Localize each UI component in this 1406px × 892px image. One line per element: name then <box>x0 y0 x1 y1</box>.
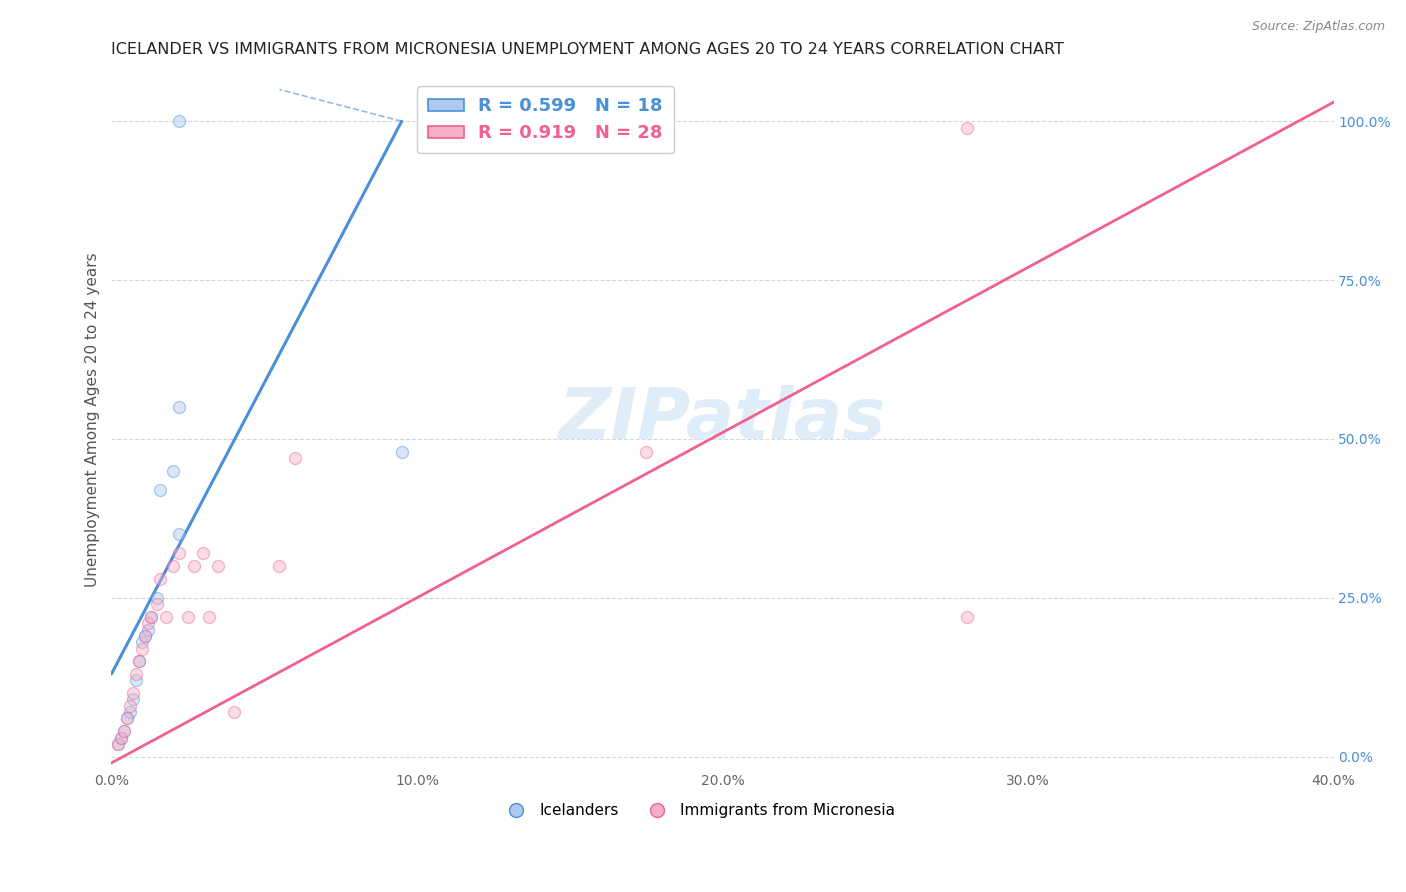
Point <box>183 559 205 574</box>
Point <box>956 610 979 624</box>
Point <box>136 623 159 637</box>
Point <box>167 114 190 128</box>
Point <box>284 450 307 465</box>
Point <box>162 464 184 478</box>
Point <box>149 572 172 586</box>
Text: ZIPatlas: ZIPatlas <box>558 385 886 454</box>
Point <box>198 610 221 624</box>
Point <box>134 629 156 643</box>
Point <box>177 610 200 624</box>
Point <box>167 400 190 414</box>
Point <box>121 686 143 700</box>
Point <box>391 444 413 458</box>
Point <box>149 483 172 497</box>
Point <box>155 610 177 624</box>
Point <box>134 629 156 643</box>
Point <box>118 705 141 719</box>
Point <box>167 546 190 560</box>
Text: ICELANDER VS IMMIGRANTS FROM MICRONESIA UNEMPLOYMENT AMONG AGES 20 TO 24 YEARS C: ICELANDER VS IMMIGRANTS FROM MICRONESIA … <box>111 42 1064 57</box>
Point <box>112 724 135 739</box>
Point <box>128 654 150 668</box>
Point <box>956 120 979 135</box>
Point <box>167 527 190 541</box>
Point <box>115 711 138 725</box>
Point <box>269 559 291 574</box>
Point <box>191 546 214 560</box>
Point <box>146 597 169 611</box>
Point <box>128 654 150 668</box>
Point <box>131 641 153 656</box>
Point <box>636 444 658 458</box>
Point <box>121 692 143 706</box>
Point <box>107 737 129 751</box>
Text: Source: ZipAtlas.com: Source: ZipAtlas.com <box>1251 20 1385 33</box>
Point <box>139 610 162 624</box>
Point <box>125 673 148 688</box>
Point <box>162 559 184 574</box>
Point <box>139 610 162 624</box>
Y-axis label: Unemployment Among Ages 20 to 24 years: Unemployment Among Ages 20 to 24 years <box>86 252 100 587</box>
Legend: Icelanders, Immigrants from Micronesia: Icelanders, Immigrants from Micronesia <box>495 797 901 824</box>
Point <box>131 635 153 649</box>
Point <box>110 731 132 745</box>
Point <box>118 698 141 713</box>
Point <box>146 591 169 605</box>
Point <box>207 559 229 574</box>
Point <box>115 711 138 725</box>
Point <box>112 724 135 739</box>
Point <box>136 616 159 631</box>
Point <box>125 667 148 681</box>
Point <box>222 705 245 719</box>
Point <box>110 731 132 745</box>
Point <box>107 737 129 751</box>
